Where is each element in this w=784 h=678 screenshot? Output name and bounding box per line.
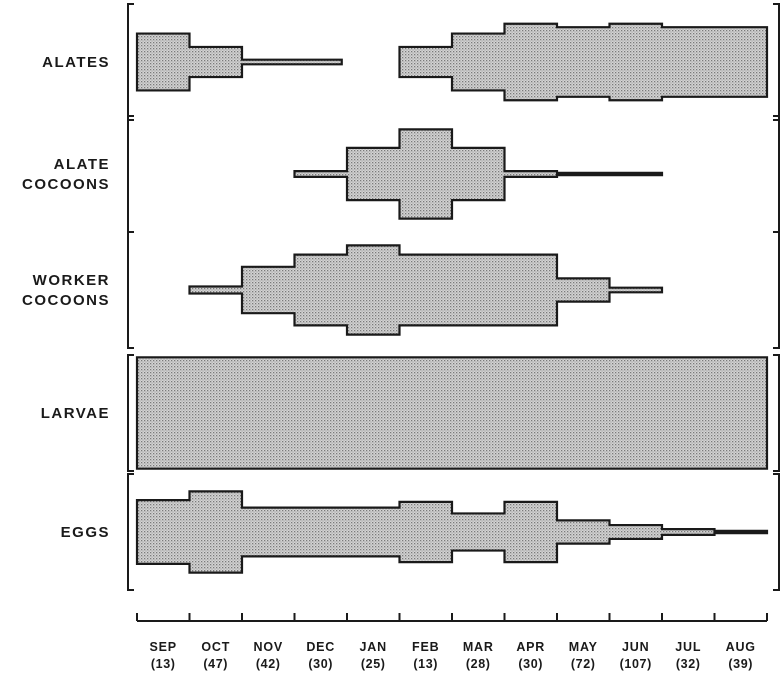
row-frames (127, 3, 780, 591)
sample-size-label: (13) (413, 657, 438, 671)
worker-cocoons-left-bracket (127, 231, 134, 349)
sample-size-label: (28) (466, 657, 491, 671)
alates-right-bracket (773, 3, 780, 121)
month-tick-label: NOV (254, 640, 284, 654)
sample-size-label: (72) (571, 657, 596, 671)
kite-shapes (135, 22, 769, 574)
alates-left-bracket (127, 3, 134, 121)
month-tick-label: JUL (675, 640, 701, 654)
larvae-left-bracket (127, 354, 134, 472)
month-tick-label: JUN (622, 640, 649, 654)
worker-cocoons-label-line: COCOONS (22, 292, 110, 309)
larvae-label-line: LARVAE (41, 405, 110, 422)
eggs-kite-segment (135, 490, 769, 574)
alate-cocoons-label-line: ALATE (54, 156, 110, 173)
month-tick-label: OCT (201, 640, 230, 654)
worker-cocoons-kite-segment (188, 244, 664, 336)
sample-size-label: (107) (620, 657, 652, 671)
sample-size-label: (30) (308, 657, 333, 671)
alate-cocoons-left-bracket (127, 115, 134, 233)
month-tick-label: FEB (412, 640, 439, 654)
sample-size-label: (13) (151, 657, 176, 671)
month-tick-label: SEP (150, 640, 177, 654)
sample-size-label: (39) (728, 657, 753, 671)
row-labels: ALATES ALATE COCOONS WORKER COCOONS LARVAE EGG… (22, 54, 110, 541)
month-tick-label: MAR (463, 640, 494, 654)
month-tick-label: DEC (306, 640, 335, 654)
eggs-label-line: EGGS (61, 524, 110, 541)
sample-size-label: (25) (361, 657, 386, 671)
larvae-kite-segment (135, 356, 769, 470)
larvae-right-bracket (773, 354, 780, 472)
sample-size-label: (47) (203, 657, 228, 671)
sample-size-label: (30) (518, 657, 543, 671)
sample-size-label: (42) (256, 657, 281, 671)
alate-cocoons-right-bracket (773, 115, 780, 233)
alates-kite-segment (398, 22, 769, 102)
worker-cocoons-label-line: WORKER (33, 272, 110, 289)
month-tick-label: APR (516, 640, 545, 654)
eggs-left-bracket (127, 473, 134, 591)
alates-label-line: ALATES (42, 54, 110, 71)
alates-kite-segment (135, 32, 343, 92)
eggs-right-bracket (773, 473, 780, 591)
month-tick-label: MAY (569, 640, 598, 654)
worker-cocoons-right-bracket (773, 231, 780, 349)
month-tick-label: JAN (360, 640, 387, 654)
alate-cocoons-label-line: COCOONS (22, 176, 110, 193)
sample-size-label: (32) (676, 657, 701, 671)
month-tick-label: AUG (726, 640, 756, 654)
x-axis: SEP (13) OCT (47) NOV (42) DEC (30) JAN (25) FEB (1… (136, 613, 768, 671)
alate-cocoons-kite-segment (293, 128, 664, 220)
